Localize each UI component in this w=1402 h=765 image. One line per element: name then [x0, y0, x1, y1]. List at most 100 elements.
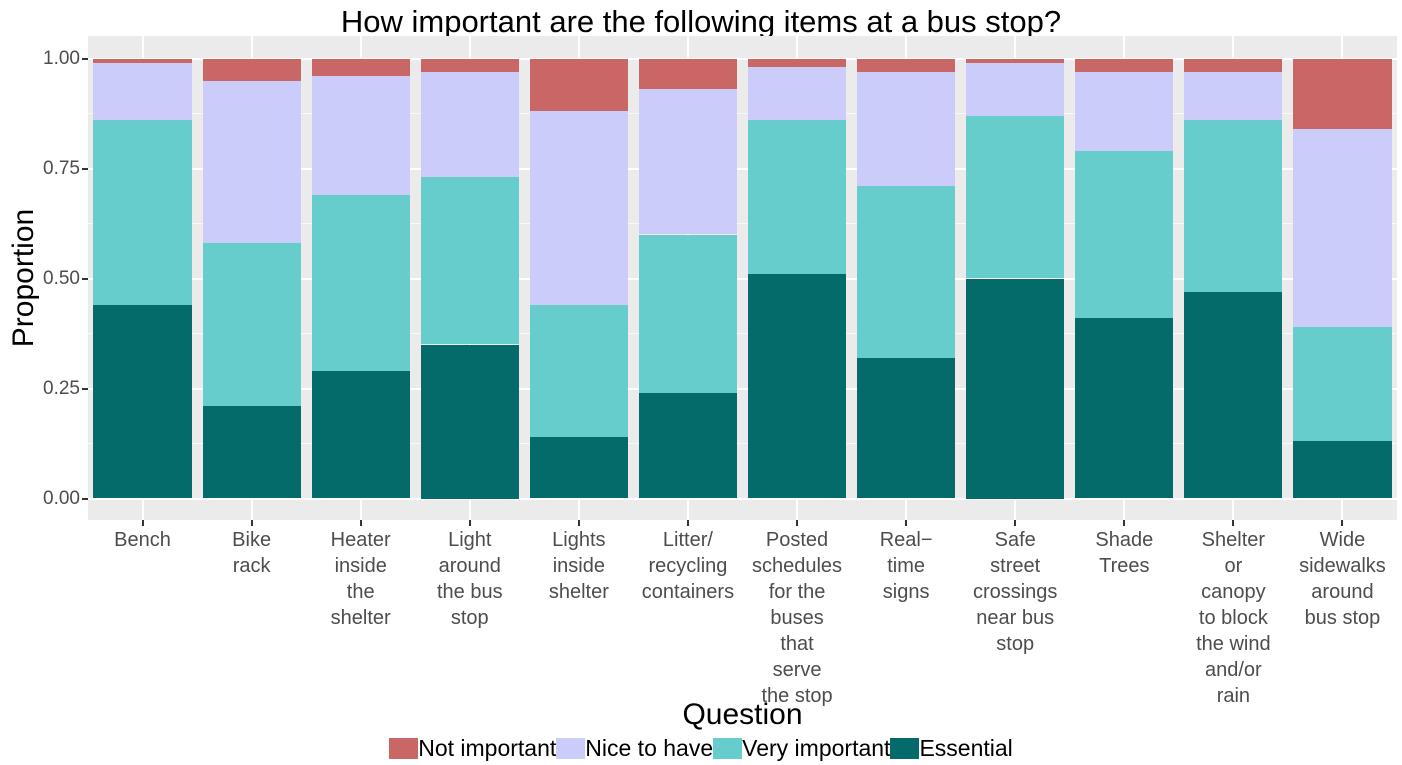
- x-category-label-line: sidewalks: [1299, 555, 1386, 577]
- bar-segment-essential: [1293, 441, 1392, 499]
- bar-segment-nice-to-have: [857, 71, 956, 187]
- bar-segment-very-important: [1075, 150, 1174, 319]
- x-category-label: Litter/recycling containers: [633, 527, 742, 605]
- x-category-label-line: Safe: [994, 529, 1036, 551]
- y-tick-mark: [82, 167, 88, 170]
- x-category-label-line: around: [1311, 581, 1374, 603]
- bar-segment-very-important: [1293, 326, 1392, 442]
- bar-segment-not-important: [420, 58, 519, 72]
- x-category-label-line: Lights: [552, 529, 606, 551]
- bar-segment-nice-to-have: [966, 62, 1065, 116]
- bar-segment-essential: [747, 274, 847, 499]
- legend-item: Essential: [890, 735, 1013, 762]
- major-gridline: [88, 497, 1397, 500]
- bar-segment-nice-to-have: [638, 89, 738, 235]
- legend-label: Not important: [418, 735, 557, 761]
- x-category-label-line: Heater: [330, 529, 391, 551]
- bar-segment-not-important: [202, 58, 301, 81]
- bar-segment-not-important: [529, 58, 628, 112]
- plot-panel: [88, 36, 1397, 520]
- x-tick-mark: [250, 520, 253, 526]
- x-category-label-line: that: [780, 633, 814, 655]
- bar-segment-nice-to-have: [420, 71, 519, 178]
- bar-segment-very-important: [93, 120, 192, 305]
- x-category-label-line: stop: [450, 607, 489, 629]
- x-category-label-line: the stop: [761, 685, 833, 707]
- x-category-label-line: recycling: [648, 555, 728, 577]
- bar-segment-nice-to-have: [93, 62, 192, 121]
- x-category-label-line: and/or: [1205, 659, 1262, 681]
- x-category-label-line: shelter: [548, 581, 609, 603]
- x-category-label-line: inside: [334, 555, 387, 577]
- bar-segment-nice-to-have: [311, 76, 410, 195]
- x-tick-mark: [905, 520, 908, 526]
- x-category-label-line: time: [887, 555, 926, 577]
- x-tick-mark: [577, 520, 580, 526]
- bar-segment-very-important: [420, 177, 519, 345]
- x-category-label: Heater inside the shelter: [306, 527, 415, 631]
- x-category-label-line: signs: [882, 581, 930, 603]
- x-category-label-line: or: [1224, 555, 1243, 577]
- x-category-label-line: around: [438, 555, 501, 577]
- x-category-label: Shade Trees: [1070, 527, 1179, 579]
- x-category-label: Wide sidewalks around bus stop: [1288, 527, 1397, 631]
- legend-item: Not important: [389, 735, 556, 762]
- bar-segment-nice-to-have: [1075, 71, 1174, 151]
- y-tick-label: 1.00: [43, 47, 80, 69]
- x-tick-mark: [686, 520, 689, 526]
- bar-segment-essential: [857, 357, 956, 499]
- x-category-label-line: Light: [448, 529, 492, 551]
- x-category-label-line: the wind: [1196, 633, 1271, 655]
- x-category-label-line: shelter: [330, 607, 391, 629]
- major-gridline: [88, 57, 1397, 60]
- x-category-label-line: for the: [768, 581, 826, 603]
- x-tick-mark: [1014, 520, 1017, 526]
- x-category-label-line: serve: [772, 659, 822, 681]
- x-tick-mark: [468, 520, 471, 526]
- x-category-label-line: stop: [996, 633, 1035, 655]
- x-category-label-line: the: [346, 581, 375, 603]
- x-category-label-line: canopy: [1201, 581, 1266, 603]
- bar-segment-nice-to-have: [529, 111, 628, 305]
- x-category-label: Bike rack: [197, 527, 306, 579]
- x-category-label-line: buses: [770, 607, 824, 629]
- legend-swatch: [556, 738, 586, 759]
- bar-segment-nice-to-have: [202, 80, 301, 244]
- bar-segment-very-important: [638, 234, 738, 393]
- bar-segment-not-important: [1184, 58, 1283, 72]
- bar-segment-very-important: [1184, 120, 1283, 292]
- minor-gridline: [88, 113, 1397, 114]
- bar-segment-very-important: [311, 194, 410, 371]
- bar-segment-essential: [93, 304, 192, 499]
- bar-segment-essential: [1184, 291, 1283, 499]
- legend-item: Very important: [713, 735, 890, 762]
- bar-segment-essential: [1075, 318, 1174, 499]
- bar-segment-not-important: [1293, 58, 1392, 129]
- bar-segment-nice-to-have: [1293, 128, 1392, 327]
- legend-swatch: [389, 738, 419, 759]
- bar-segment-not-important: [311, 58, 410, 77]
- y-tick-mark: [82, 497, 88, 500]
- x-category-label: Real− time signs: [852, 527, 961, 605]
- x-category-label-line: Bench: [114, 529, 171, 551]
- x-category-label-line: street: [990, 555, 1041, 577]
- bar-segment-essential: [420, 344, 519, 499]
- minor-gridline: [88, 333, 1397, 334]
- bar-segment-essential: [966, 278, 1065, 499]
- bar-segment-very-important: [747, 120, 847, 275]
- major-gridline: [88, 387, 1397, 390]
- x-tick-mark: [141, 520, 144, 526]
- bar-segment-essential: [311, 370, 410, 499]
- y-tick-mark: [82, 277, 88, 280]
- x-category-label-line: Shelter: [1201, 529, 1266, 551]
- x-category-label-line: inside: [552, 555, 605, 577]
- legend: Not important Nice to have Very important E…: [0, 735, 1402, 762]
- bar-segment-very-important: [966, 115, 1065, 279]
- x-category-label-line: crossings: [972, 581, 1058, 603]
- x-category-label-line: rain: [1216, 685, 1251, 707]
- x-category-label-line: Wide: [1319, 529, 1366, 551]
- x-category-label-line: rack: [232, 555, 271, 577]
- bar-segment-essential: [638, 392, 738, 499]
- y-tick-label: 0.50: [43, 267, 80, 289]
